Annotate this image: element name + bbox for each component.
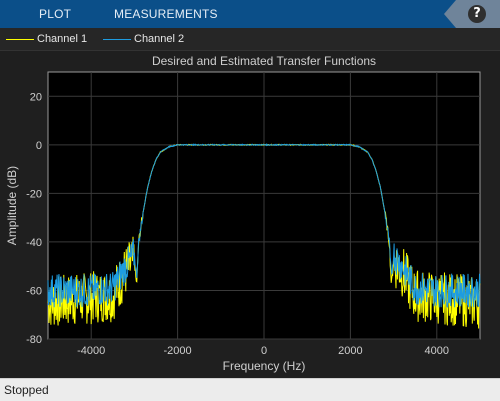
legend-item-channel-1[interactable]: Channel 1 [37,33,88,45]
tab-plot[interactable]: PLOT [39,7,72,21]
x-tick-label: 0 [261,345,267,357]
status-bar: Stopped [0,378,500,401]
x-tick-label: -4000 [77,345,105,357]
legend: Channel 1 Channel 2 [0,28,500,51]
legend-line-channel-1 [6,39,34,40]
chart[interactable]: -4000 -2000 0 2000 4000 20 0 -20 -40 -60 -80 Desir… [0,51,500,377]
y-axis-label: Amplitude (dB) [5,166,19,245]
plot-area: -4000 -2000 0 2000 4000 20 0 -20 -40 -60 -80 Desir… [0,51,500,377]
help-button-area: ? [444,0,500,28]
x-axis-label: Frequency (Hz) [223,359,306,373]
y-tick-label: -40 [26,237,42,249]
series-group [47,143,481,329]
series-line-2 [47,143,481,308]
tick-labels: -4000 -2000 0 2000 4000 20 0 -20 -40 -60 -80 [26,91,449,357]
legend-item-channel-2[interactable]: Channel 2 [134,33,185,45]
legend-line-channel-2 [103,39,131,40]
x-tick-label: -2000 [164,345,192,357]
x-tick-label: 4000 [425,345,449,357]
y-tick-label: -20 [26,188,42,200]
y-tick-label: -60 [26,285,42,297]
tab-measurements[interactable]: MEASUREMENTS [114,7,218,21]
status-text: Stopped [4,383,49,397]
x-tick-label: 2000 [338,345,362,357]
help-icon[interactable]: ? [468,5,486,23]
y-tick-label: 20 [30,91,42,103]
y-tick-label: -80 [26,334,42,346]
chart-title: Desired and Estimated Transfer Functions [152,54,376,68]
y-tick-label: 0 [36,140,42,152]
toolstrip: PLOT MEASUREMENTS ? [0,0,500,28]
